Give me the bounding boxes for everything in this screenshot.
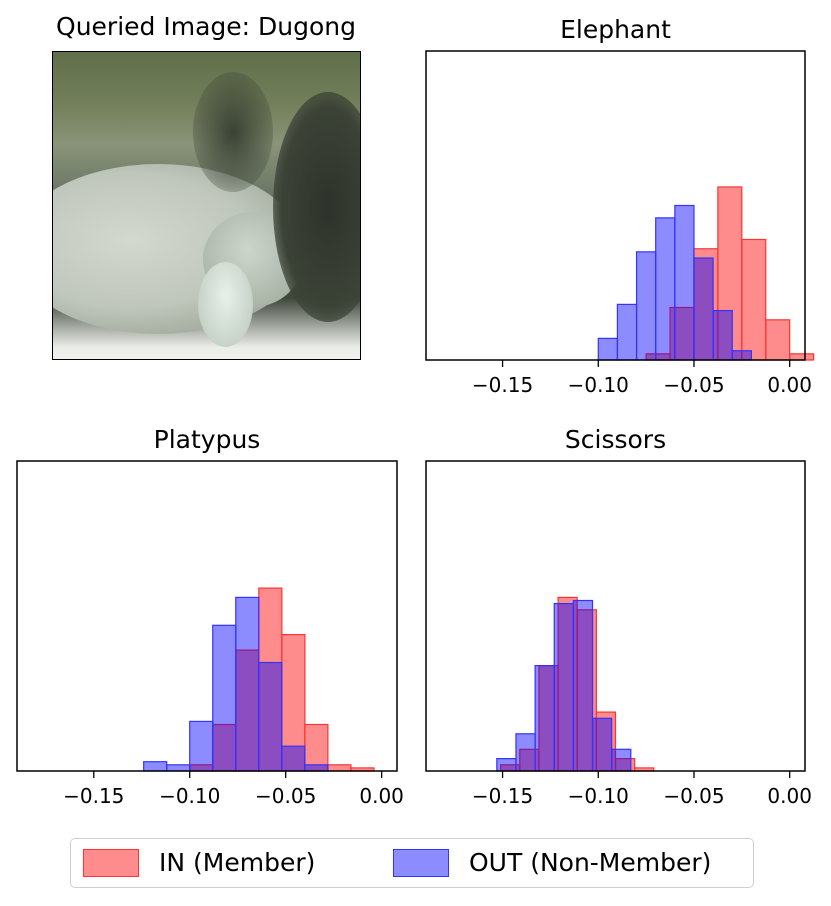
bar-in xyxy=(765,319,791,361)
bar-in xyxy=(327,764,352,772)
x-tick-label: −0.15 xyxy=(472,373,533,397)
bar-out xyxy=(731,350,753,361)
legend-swatch-out xyxy=(393,848,449,877)
bar-out xyxy=(235,596,260,772)
bar-out xyxy=(189,720,214,772)
bar-out xyxy=(515,733,536,772)
legend-swatch-in xyxy=(83,848,139,877)
x-tick-label: −0.05 xyxy=(663,373,724,397)
dugong-photo xyxy=(52,51,361,360)
legend: IN (Member) OUT (Non-Member) xyxy=(70,838,754,888)
axes-frame xyxy=(16,460,398,772)
bar-in xyxy=(789,353,815,361)
dugong-flipper xyxy=(198,262,253,347)
bar-in xyxy=(741,238,767,361)
chart-area: Elephant −0.15 −0.10 −0.05 0.00 Platypus −0.1… xyxy=(16,15,815,808)
bar-out xyxy=(258,661,283,772)
background-foliage xyxy=(273,92,360,322)
x-tick-label: −0.10 xyxy=(568,784,629,808)
x-tick-label: −0.15 xyxy=(472,784,533,808)
x-tick-label: 0.00 xyxy=(767,784,812,808)
bar-in xyxy=(304,723,329,772)
bar-out xyxy=(611,748,632,772)
bar-out xyxy=(693,257,714,361)
chart-scissors: Scissors −0.15 −0.10 −0.05 0.00 xyxy=(425,425,812,808)
legend-label-out: OUT (Non-Member) xyxy=(469,848,712,877)
bar-out xyxy=(143,761,168,772)
x-tick-label: −0.10 xyxy=(159,784,220,808)
x-tick-label: 0.00 xyxy=(359,784,404,808)
x-tick-label: 0.00 xyxy=(767,373,812,397)
photo-title: Queried Image: Dugong xyxy=(56,12,356,41)
chart-platypus: Platypus −0.15 −0.10 −0.05 0.00 xyxy=(16,425,404,808)
bar-out xyxy=(212,624,237,772)
x-tick-label: −0.15 xyxy=(63,784,124,808)
chart-title: Elephant xyxy=(560,15,671,44)
bar-out xyxy=(591,717,613,772)
bar-out xyxy=(281,745,306,772)
bar-out xyxy=(597,337,619,361)
bar-out xyxy=(496,757,517,772)
legend-item-out: OUT (Non-Member) xyxy=(393,848,711,877)
axes-frame xyxy=(425,50,806,361)
x-tick-label: −0.05 xyxy=(663,784,724,808)
x-tick-label: −0.10 xyxy=(568,373,629,397)
bar-out xyxy=(534,664,555,772)
chart-title: Platypus xyxy=(154,425,261,454)
bar-out xyxy=(635,251,657,361)
bar-out xyxy=(166,764,191,772)
background-foliage-left xyxy=(193,72,273,192)
bar-out xyxy=(553,602,574,772)
bar-out xyxy=(712,309,733,361)
chart-elephant: Elephant −0.15 −0.10 −0.05 0.00 xyxy=(425,15,815,397)
chart-title: Scissors xyxy=(565,425,666,454)
x-tick-label: −0.05 xyxy=(255,784,316,808)
legend-label-in: IN (Member) xyxy=(159,848,316,877)
bar-out xyxy=(616,303,638,361)
bar-out xyxy=(674,204,695,361)
bar-out xyxy=(655,217,676,361)
legend-item-in: IN (Member) xyxy=(83,848,315,877)
bar-out xyxy=(572,599,594,772)
bar-out xyxy=(304,764,329,772)
axes-frame xyxy=(425,460,806,772)
